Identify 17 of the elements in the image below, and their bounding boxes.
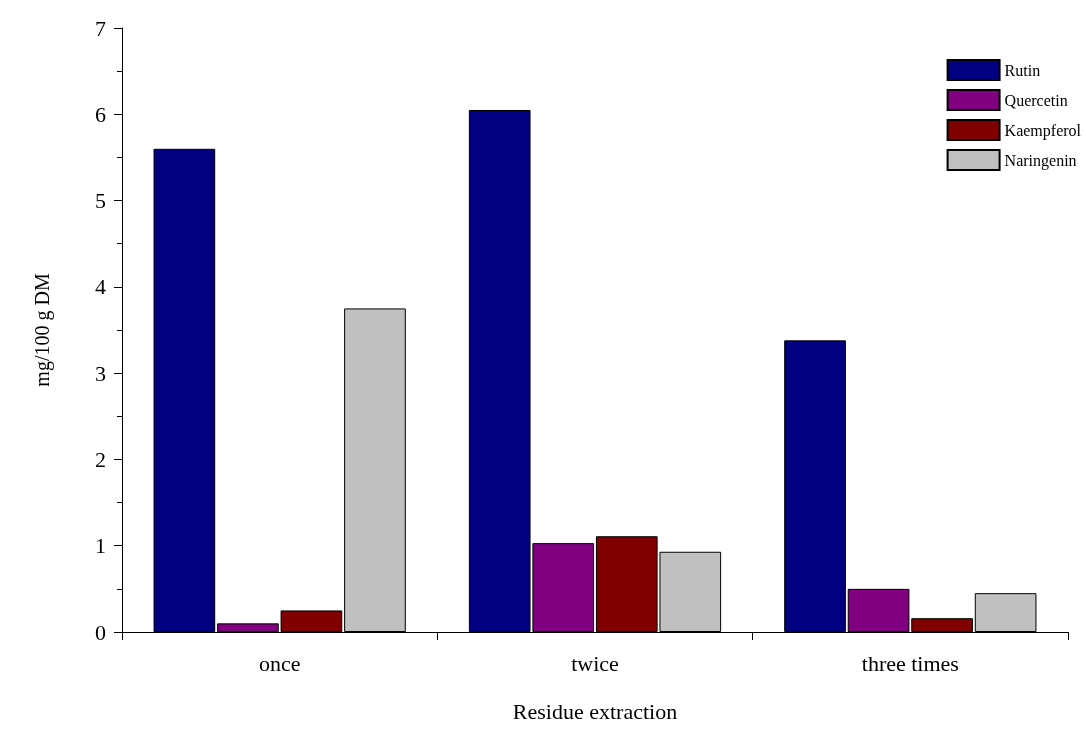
y-tick-label: 1	[95, 533, 106, 559]
y-tick-label: 5	[95, 188, 106, 214]
y-tick-label: 6	[95, 101, 106, 127]
y-tick-label: 7	[95, 15, 106, 41]
x-axis-title: Residue extraction	[512, 698, 678, 724]
x-tick-label: twice	[571, 650, 619, 676]
x-tick-label: once	[258, 650, 301, 676]
x-tick-label: three times	[861, 650, 959, 676]
y-tick-label: 3	[95, 360, 106, 386]
legend-label: Kaempferol	[1004, 121, 1082, 140]
y-tick-label: 2	[95, 446, 106, 472]
legend-label: Naringenin	[1004, 151, 1077, 170]
legend-label: Quercetin	[1004, 91, 1068, 109]
y-tick-label: 4	[95, 274, 106, 300]
y-tick-label: 0	[95, 619, 106, 645]
legend-label: Rutin	[1004, 61, 1041, 79]
y-axis-title: mg/100 g DM	[31, 273, 54, 387]
